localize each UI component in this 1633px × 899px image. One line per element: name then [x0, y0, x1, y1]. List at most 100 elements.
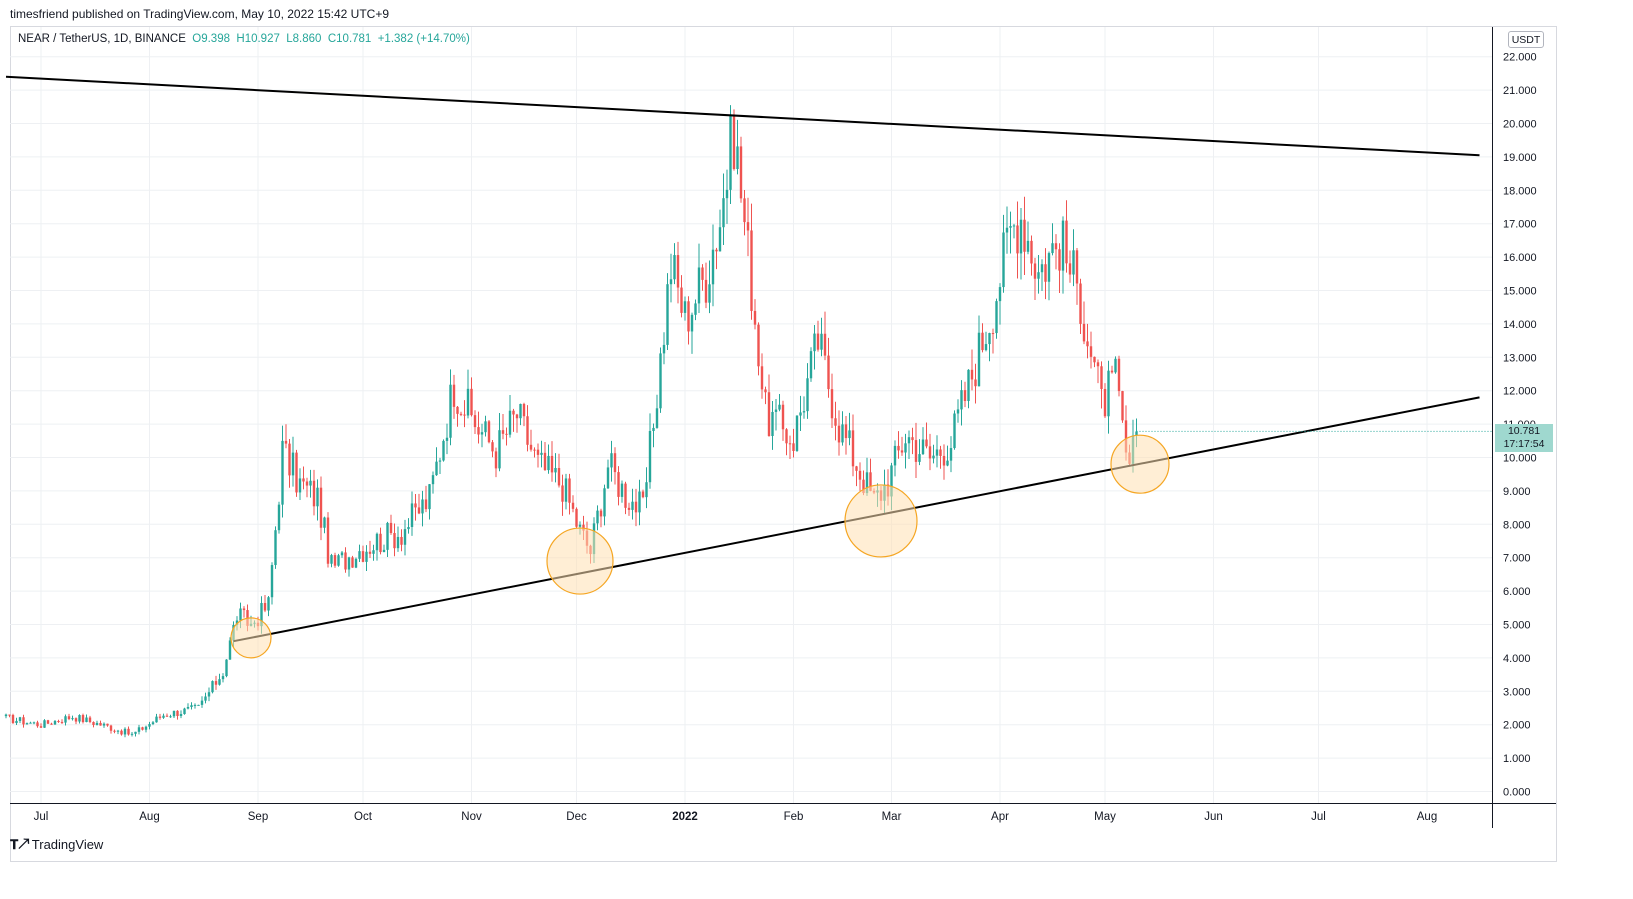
- price-tick-label: 12.000: [1503, 386, 1537, 398]
- candle-body: [162, 715, 165, 718]
- candle-body: [900, 450, 904, 453]
- candle-body: [498, 430, 501, 469]
- candle-body: [242, 608, 246, 611]
- candle-body: [960, 390, 963, 410]
- candle-body: [862, 479, 865, 494]
- candle-body: [424, 499, 428, 510]
- candle-body: [823, 333, 827, 356]
- candle-body: [613, 453, 617, 473]
- candle-body: [967, 369, 970, 402]
- candle-body: [925, 439, 928, 447]
- candle-body: [277, 504, 281, 531]
- candle-body: [99, 722, 102, 726]
- candle-body: [260, 603, 263, 627]
- candle-body: [1054, 243, 1058, 250]
- candle-body: [697, 267, 701, 304]
- candle-body: [543, 452, 547, 471]
- candle-body: [57, 721, 60, 723]
- symbol-name: NEAR / TetherUS, 1D, BINANCE: [18, 33, 186, 45]
- candle-body: [43, 720, 46, 728]
- candle-body: [757, 324, 760, 367]
- candle-body: [74, 718, 78, 722]
- candle-body: [1037, 272, 1040, 279]
- candle-body: [267, 597, 270, 611]
- price-tick-label: 5.000: [1503, 620, 1531, 632]
- candle-body: [379, 533, 382, 553]
- candle-body: [760, 366, 764, 390]
- candle-body: [1051, 243, 1054, 254]
- candle-body: [599, 510, 603, 517]
- candle-body: [1061, 220, 1065, 271]
- candle-body: [977, 332, 981, 387]
- legend-close: C10.781: [327, 33, 372, 45]
- candle-body: [956, 409, 960, 414]
- candle-body: [214, 681, 218, 685]
- candle-body: [309, 480, 312, 486]
- candle-body: [683, 301, 687, 313]
- trendlines: [5, 75, 1492, 643]
- candle-body: [708, 284, 711, 303]
- price-unit-button[interactable]: USDT: [1508, 31, 1544, 48]
- candle-body: [501, 430, 505, 434]
- candle-body: [316, 487, 319, 507]
- legend-high: H10.927: [236, 33, 280, 45]
- candle-body: [533, 449, 536, 451]
- candle-body: [281, 440, 284, 505]
- candle-body: [134, 731, 137, 734]
- candle-body: [393, 532, 396, 549]
- candle-body: [8, 714, 11, 716]
- candle-body: [788, 443, 792, 445]
- time-tick-label: Aug: [1417, 811, 1437, 823]
- candle-body: [778, 404, 781, 410]
- candle-body: [372, 550, 375, 554]
- candle-body: [463, 414, 466, 416]
- candle-body: [820, 333, 823, 350]
- candle-body: [190, 705, 193, 707]
- current-price-value: 10.781: [1507, 425, 1541, 437]
- candle-body: [326, 517, 330, 564]
- candle-body: [312, 480, 316, 507]
- time-tick-label: Apr: [991, 811, 1009, 823]
- candle-body: [480, 432, 484, 435]
- legend-low: L8.860: [286, 33, 322, 45]
- time-tick-label: Aug: [139, 811, 159, 823]
- brand-label: TradingView: [31, 837, 104, 852]
- tradingview-brand[interactable]: 𝐓↗ TradingView: [10, 837, 103, 853]
- candle-body: [935, 449, 939, 456]
- candle-body: [827, 355, 830, 390]
- candle-body: [953, 413, 956, 449]
- candle-body: [540, 452, 543, 455]
- candle-body: [351, 557, 354, 568]
- candle-body: [1026, 240, 1030, 252]
- candle-body: [109, 725, 113, 731]
- candle-body: [323, 517, 326, 528]
- candle-body: [120, 730, 123, 735]
- candle-body: [106, 723, 109, 726]
- candle-body: [568, 478, 571, 503]
- candle-body: [1072, 250, 1075, 275]
- candle-body: [578, 524, 582, 527]
- candle-body: [928, 446, 932, 459]
- candle-body: [704, 279, 708, 303]
- time-tick-label: Sep: [248, 811, 268, 823]
- candle-body: [624, 483, 627, 508]
- candle-body: [1075, 250, 1079, 284]
- candle-body: [165, 715, 169, 717]
- candle-body: [78, 715, 81, 722]
- candle-body: [330, 555, 333, 564]
- time-tick-label: Jun: [1204, 811, 1223, 823]
- candle-body: [897, 445, 900, 451]
- candle-body: [1096, 362, 1100, 367]
- price-tick-label: 21.000: [1503, 85, 1537, 97]
- candle-body: [904, 443, 907, 453]
- candle-body: [389, 522, 393, 533]
- candle-body: [50, 723, 53, 725]
- price-tick-label: 22.000: [1503, 52, 1537, 64]
- candle-body: [64, 716, 67, 723]
- candle-body: [641, 491, 645, 498]
- candle-body: [816, 333, 820, 350]
- candle-body: [995, 301, 998, 334]
- highlight-circle: [546, 527, 614, 595]
- candle-body: [939, 449, 942, 456]
